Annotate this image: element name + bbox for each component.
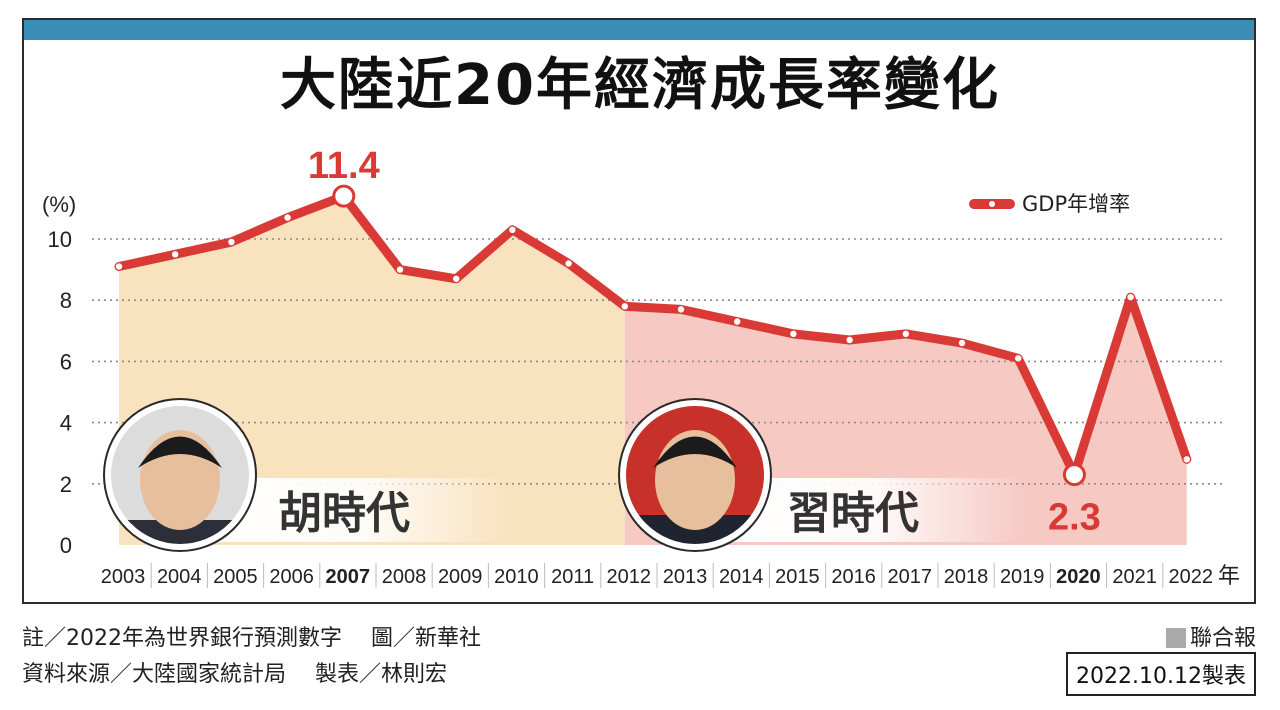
data-point bbox=[902, 330, 909, 338]
top-accent-bar bbox=[24, 20, 1254, 40]
data-point-highlight bbox=[1062, 463, 1086, 487]
portrait-photo bbox=[623, 403, 767, 547]
data-point bbox=[115, 263, 123, 270]
source-note: 資料來源／大陸國家統計局 製表／林則宏 bbox=[22, 662, 447, 687]
date-box: 2022.10.12製表 bbox=[1066, 652, 1256, 696]
x-tick-label: 2018 bbox=[944, 566, 989, 588]
data-point bbox=[790, 330, 797, 338]
x-tick-label: 2016 bbox=[831, 566, 876, 588]
data-point bbox=[734, 318, 741, 325]
x-tick-label: 2012 bbox=[607, 566, 652, 588]
data-point bbox=[621, 303, 628, 310]
y-tick-label: 0 bbox=[60, 533, 72, 558]
x-tick-label: 2021 bbox=[1112, 566, 1157, 588]
data-point bbox=[228, 238, 235, 246]
x-tick-label: 2008 bbox=[382, 566, 427, 588]
data-point bbox=[172, 251, 179, 258]
data-point bbox=[677, 306, 685, 313]
x-tick-label: 2015 bbox=[775, 566, 820, 588]
y-tick-label: 2 bbox=[60, 472, 72, 497]
data-label: 2.3 bbox=[1048, 497, 1101, 539]
chart-title: 大陸近20年經濟成長率變化 bbox=[280, 53, 1000, 118]
y-tick-label: 10 bbox=[48, 227, 72, 252]
x-tick-label: 2007 bbox=[326, 566, 371, 588]
portrait-ring bbox=[620, 400, 770, 550]
publisher-brand: 聯合報 bbox=[1165, 620, 1256, 652]
data-point-highlight bbox=[332, 184, 356, 208]
portrait-photo bbox=[108, 403, 252, 547]
y-tick-label: 6 bbox=[60, 349, 72, 374]
y-axis-label: (%) bbox=[42, 192, 76, 217]
x-tick-label: 2017 bbox=[888, 566, 933, 588]
brand-label: 聯合報 bbox=[1189, 626, 1256, 651]
data-point bbox=[1015, 355, 1022, 362]
era-label: 胡時代 bbox=[278, 488, 410, 539]
x-tick-label: 2005 bbox=[213, 566, 258, 588]
x-tick-label: 2004 bbox=[157, 566, 202, 588]
photo-hair bbox=[138, 436, 222, 468]
data-point bbox=[1127, 293, 1134, 301]
x-tick-label: 2011 bbox=[551, 566, 594, 588]
x-tick-label: 2009 bbox=[438, 566, 483, 588]
x-tick-label: 2010 bbox=[494, 566, 539, 588]
data-point bbox=[958, 339, 966, 347]
legend-label: GDP年增率 bbox=[1022, 192, 1130, 216]
data-label: 11.4 bbox=[308, 145, 380, 187]
x-tick-label: 2014 bbox=[719, 566, 764, 588]
y-tick-label: 8 bbox=[60, 288, 72, 313]
data-point bbox=[846, 336, 853, 344]
portrait-border bbox=[618, 398, 772, 552]
data-point bbox=[565, 260, 572, 267]
data-point bbox=[284, 214, 291, 221]
brand-square-icon bbox=[1165, 628, 1186, 648]
x-tick-label: 2003 bbox=[101, 566, 146, 588]
legend-marker-icon bbox=[989, 201, 995, 207]
data-point bbox=[396, 266, 404, 273]
data-point bbox=[1183, 456, 1191, 463]
era-label: 習時代 bbox=[787, 488, 919, 539]
data-point bbox=[509, 226, 516, 234]
x-tick-label: 2013 bbox=[663, 566, 708, 588]
photo-hair bbox=[653, 436, 737, 468]
y-tick-label: 4 bbox=[60, 411, 72, 436]
portrait-ring bbox=[105, 400, 255, 550]
x-tick-label: 2020 bbox=[1056, 566, 1101, 588]
x-axis-unit: 年 bbox=[1218, 564, 1240, 589]
x-tick-label: 2019 bbox=[1000, 566, 1045, 588]
portrait-border bbox=[103, 398, 257, 552]
x-tick-label: 2022 bbox=[1169, 566, 1214, 588]
x-tick-label: 2006 bbox=[269, 566, 314, 588]
data-point bbox=[453, 275, 460, 282]
gdp-series-line bbox=[114, 191, 1192, 480]
footnote: 註／2022年為世界銀行預測數字 圖／新華社 bbox=[22, 626, 481, 651]
